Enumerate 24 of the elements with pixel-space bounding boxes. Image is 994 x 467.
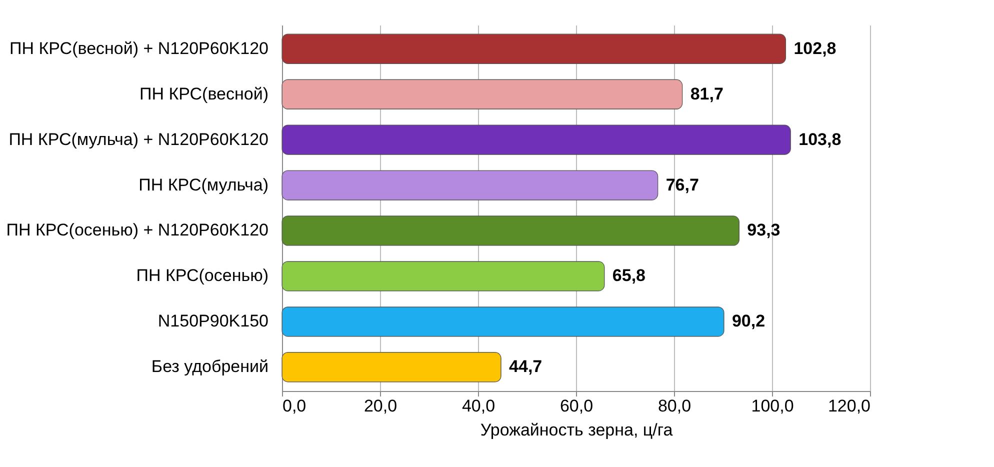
x-tick-label: 40,0 bbox=[462, 396, 496, 416]
y-tick-label: ПН КРС(весной) + N120P60K120 bbox=[10, 38, 268, 58]
data-label: 76,7 bbox=[666, 175, 699, 194]
data-label: 93,3 bbox=[747, 220, 780, 240]
x-tick-label: 60,0 bbox=[560, 396, 594, 416]
data-label: 102,8 bbox=[794, 38, 836, 58]
data-label: 81,7 bbox=[690, 84, 724, 104]
y-tick-label: ПН КРС(осенью) bbox=[136, 266, 268, 286]
y-tick-label: ПН КРС(осенью) + N120P60K120 bbox=[6, 220, 268, 240]
x-tick-label: 80,0 bbox=[658, 396, 692, 416]
data-label: 90,2 bbox=[732, 312, 766, 331]
y-tick-label: ПН КРС(мульча) bbox=[138, 175, 268, 194]
x-tick-label: 120,0 bbox=[828, 396, 870, 416]
data-label: 103,8 bbox=[798, 130, 842, 149]
x-tick-label: 20,0 bbox=[364, 396, 398, 416]
x-tick-label: 100,0 bbox=[751, 396, 794, 416]
data-label: 65,8 bbox=[612, 266, 646, 286]
y-tick-label: ПН КРС(весной) bbox=[139, 84, 268, 104]
x-axis-title: Урожайность зерна, ц/га bbox=[480, 420, 674, 440]
y-tick-label: Без удобрений bbox=[151, 357, 268, 376]
x-tick-label: 0,0 bbox=[282, 396, 306, 416]
y-tick-label: N150P90K150 bbox=[158, 312, 268, 331]
data-label: 44,7 bbox=[509, 357, 542, 376]
y-tick-label: ПН КРС(мульча) + N120P60K120 bbox=[8, 130, 268, 149]
